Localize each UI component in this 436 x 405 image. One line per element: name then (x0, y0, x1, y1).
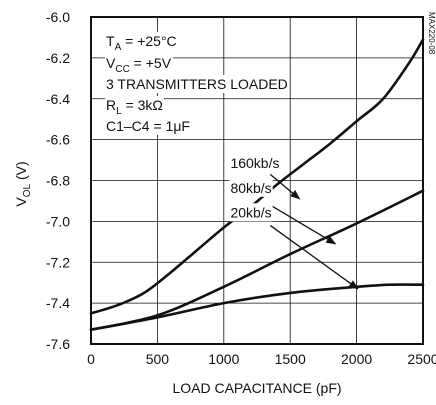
y-tick-label: -7.6 (46, 336, 70, 352)
condition-backdrop (105, 54, 173, 76)
figure-id: MAX220-08 (427, 12, 436, 55)
y-tick-label: -7.4 (46, 295, 70, 311)
condition-caps: C1–C4 = 1μF (106, 118, 190, 134)
y-tick-label: -6.4 (46, 91, 70, 107)
series-arrow-3 (269, 224, 359, 290)
y-tick-label: -7.0 (46, 213, 70, 229)
y-tick-label: -6.2 (46, 50, 70, 66)
y-axis-label: VOL (V) (13, 161, 33, 206)
x-tick-label: 500 (146, 351, 170, 367)
condition-backdrop (105, 117, 191, 135)
annotations: 160kb/s 80kb/s 20kb/s (229, 154, 359, 290)
condition-ta: TA = +25°C (106, 33, 177, 53)
x-tick-label: 2500 (407, 351, 436, 367)
x-tick-label: 1000 (208, 351, 239, 367)
series-line-3 (89, 283, 425, 331)
condition-backdrop (105, 75, 289, 93)
series-label-3: 20kb/s (230, 204, 271, 220)
series-line-2 (89, 189, 425, 331)
condition-backdrop (105, 96, 164, 118)
x-tick-label: 0 (87, 351, 95, 367)
y-tick-label: -6.0 (46, 9, 70, 25)
series-label-backdrop (229, 178, 273, 197)
condition-rl: RL = 3kΩ (106, 97, 163, 117)
series-label-2: 80kb/s (230, 180, 271, 196)
condition-vcc: VCC = +5V (106, 55, 172, 75)
x-axis-label: LOAD CAPACITANCE (pF) (172, 380, 341, 396)
series-arrow-2 (269, 204, 337, 245)
tick-labels: 0 500 1000 1500 2000 2500 -6.0 -6.2 -6.4 -6.6 -6.8… (46, 9, 436, 367)
plot-frame (90, 16, 424, 345)
condition-backdrop (105, 32, 178, 54)
x-tick-label: 1500 (275, 351, 306, 367)
y-tick-label: -7.2 (46, 254, 70, 270)
x-tick-label: 2000 (341, 351, 372, 367)
series-label-1: 160kb/s (230, 155, 279, 171)
series-label-backdrop (229, 203, 273, 222)
y-tick-label: -6.6 (46, 132, 70, 148)
y-tick-label: -6.8 (46, 173, 70, 189)
series-arrow-1 (269, 173, 301, 200)
series-label-backdrop (229, 154, 281, 173)
condition-transmitters: 3 TRANSMITTERS LOADED (106, 76, 288, 92)
